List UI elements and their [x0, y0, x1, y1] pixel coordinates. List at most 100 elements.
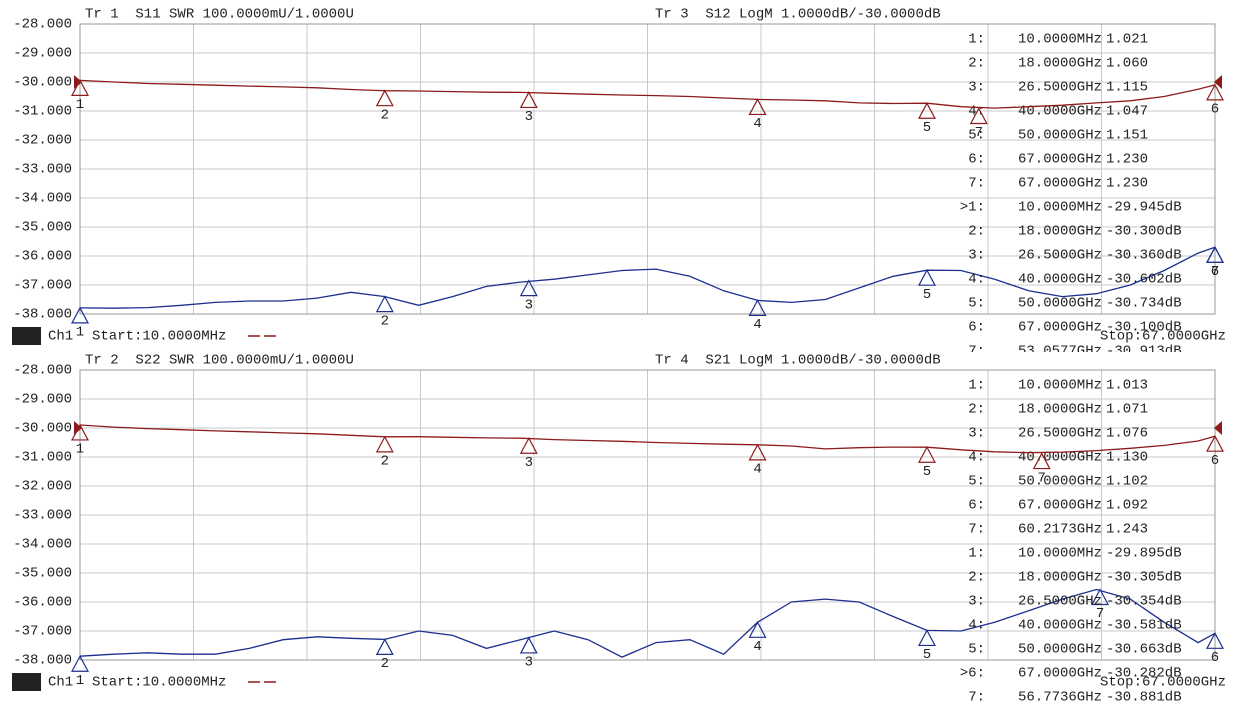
marker-id: 4:	[968, 618, 985, 634]
marker-frequency: 18.0000GHz	[1018, 224, 1102, 240]
marker-frequency: 18.0000GHz	[1018, 402, 1102, 418]
y-tick-label: -31.000	[13, 104, 72, 120]
marker-frequency: 67.0000GHz	[1018, 320, 1102, 336]
marker-frequency: 10.0000MHz	[1018, 32, 1102, 48]
marker-tag: 1	[76, 325, 84, 341]
marker-value: 1.060	[1106, 56, 1148, 72]
marker-triangle	[375, 638, 394, 656]
marker-tag: 4	[753, 116, 761, 132]
trace	[79, 79, 1216, 109]
marker-tag: 2	[381, 107, 389, 123]
marker-value: -30.734dB	[1106, 296, 1182, 312]
trace	[79, 424, 1216, 454]
trace-header: Tr 3 S12 LogM 1.0000dB/-30.0000dB	[655, 7, 941, 23]
marker-frequency: 10.0000MHz	[1018, 546, 1102, 562]
marker-value: -30.602dB	[1106, 272, 1182, 288]
marker-frequency: 67.0000GHz	[1018, 498, 1102, 514]
marker-id: 2:	[968, 570, 985, 586]
marker-triangle	[917, 268, 936, 286]
y-tick-label: -38.000	[13, 307, 72, 323]
marker-triangle	[1206, 632, 1224, 649]
marker-value: 1.130	[1106, 450, 1148, 466]
marker-tag: 4	[753, 639, 761, 655]
marker-triangle	[748, 443, 767, 461]
marker-tag: 7	[975, 125, 983, 141]
marker-triangle	[917, 102, 936, 119]
trace	[79, 246, 1216, 309]
trace	[79, 588, 1216, 658]
marker-tag: 6	[1211, 650, 1219, 666]
reference-arrow	[1214, 75, 1222, 89]
y-tick-label: -32.000	[13, 479, 72, 495]
y-tick-label: -33.000	[13, 508, 72, 524]
trace-header: Tr 2 S22 SWR 100.0000mU/1.0000U	[85, 353, 354, 369]
marker-id: 4:	[968, 450, 985, 466]
marker-triangle	[748, 299, 767, 316]
marker-triangle	[71, 79, 89, 97]
marker-id: 6:	[968, 320, 985, 336]
marker-triangle	[1206, 83, 1224, 101]
marker-value: -30.663dB	[1106, 642, 1182, 658]
marker-frequency: 67.0000GHz	[1018, 666, 1102, 682]
marker-frequency: 50.0000GHz	[1018, 642, 1102, 658]
marker-frequency: 10.0000MHz	[1018, 378, 1102, 394]
marker-id: 2:	[968, 402, 985, 418]
marker-id: 1:	[968, 32, 985, 48]
marker-tag: 2	[381, 313, 389, 329]
marker-id: 7:	[968, 176, 985, 192]
marker-frequency: 53.0577GHz	[1018, 344, 1102, 360]
stop-frequency: Stop:67.0000GHz	[1100, 329, 1226, 345]
marker-frequency: 40.0000GHz	[1018, 450, 1102, 466]
marker-frequency: 40.0000GHz	[1018, 272, 1102, 288]
marker-id: 4:	[968, 272, 985, 288]
marker-tag: 7	[1211, 264, 1219, 280]
y-tick-label: -34.000	[13, 191, 72, 207]
marker-tag: 6	[1211, 453, 1219, 469]
marker-id: 2:	[968, 56, 985, 72]
marker-value: 1.092	[1106, 498, 1148, 514]
marker-triangle	[71, 423, 89, 441]
y-tick-label: -32.000	[13, 133, 72, 149]
reference-arrow	[74, 75, 82, 89]
marker-triangle	[917, 445, 936, 463]
marker-frequency: 26.5000GHz	[1018, 594, 1102, 610]
marker-triangle	[519, 91, 538, 109]
marker-frequency: 40.0000GHz	[1018, 618, 1102, 634]
marker-id: 7:	[968, 522, 985, 538]
marker-value: 1.115	[1106, 80, 1148, 96]
marker-value: -30.100dB	[1106, 320, 1182, 336]
marker-id: 3:	[968, 426, 985, 442]
marker-value: 1.071	[1106, 402, 1148, 418]
marker-id: 6:	[968, 152, 985, 168]
marker-id: 1:	[968, 378, 985, 394]
plot-frame	[79, 23, 1216, 315]
marker-tag: 1	[76, 442, 84, 458]
marker-triangle	[1206, 434, 1224, 452]
marker-triangle	[748, 621, 767, 638]
marker-triangle	[969, 107, 988, 125]
marker-frequency: 10.0000MHz	[1018, 200, 1102, 216]
plot-frame	[79, 369, 1216, 661]
y-tick-label: -33.000	[13, 162, 72, 178]
marker-frequency: 18.0000GHz	[1018, 56, 1102, 72]
marker-value: 1.076	[1106, 426, 1148, 442]
marker-tag: 5	[923, 120, 931, 136]
marker-value: -29.945dB	[1106, 200, 1182, 216]
marker-id: 5:	[968, 128, 985, 144]
marker-tag: 5	[923, 647, 931, 663]
marker-triangle	[375, 89, 394, 107]
trace-header: Tr 1 S11 SWR 100.0000mU/1.0000U	[85, 7, 354, 23]
marker-value: -30.360dB	[1106, 248, 1182, 264]
marker-tag: 7	[1096, 606, 1104, 622]
marker-id: >6:	[960, 666, 985, 682]
marker-tag: 5	[923, 464, 931, 480]
marker-id: 2:	[968, 224, 985, 240]
marker-value: -30.881dB	[1106, 690, 1182, 706]
marker-value: 1.230	[1106, 152, 1148, 168]
y-tick-label: -36.000	[13, 249, 72, 265]
marker-triangle	[1205, 246, 1225, 263]
y-tick-label: -36.000	[13, 595, 72, 611]
marker-frequency: 67.0000GHz	[1018, 176, 1102, 192]
marker-tag: 1	[76, 673, 84, 689]
channel-box	[12, 673, 41, 691]
